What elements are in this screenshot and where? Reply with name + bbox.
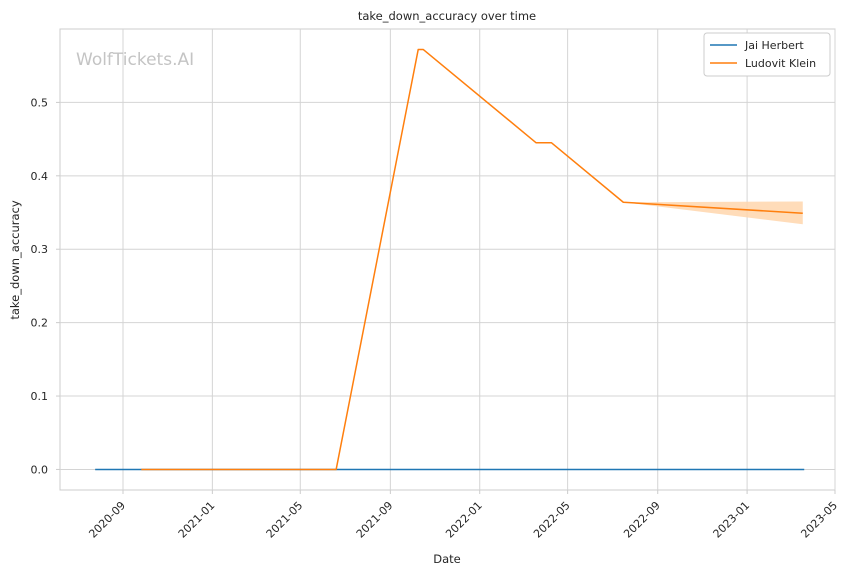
y-axis-ticks: 0.0 0.1 0.2 0.3 0.4 0.5 (31, 96, 60, 476)
chart-title: take_down_accuracy over time (358, 9, 536, 23)
legend-label-jai-herbert: Jai Herbert (744, 39, 804, 52)
series-line-ludovit-klein (141, 48, 803, 471)
x-tick-label: 2022-05 (531, 499, 573, 541)
x-tick-label: 2022-09 (621, 499, 663, 541)
x-tick-label: 2023-05 (798, 499, 840, 541)
x-tick-label: 2021-05 (264, 499, 306, 541)
legend-label-ludovit-klein: Ludovit Klein (745, 57, 816, 70)
y-tick-label: 0.0 (31, 463, 49, 476)
legend: Jai Herbert Ludovit Klein (703, 32, 831, 77)
x-tick-label: 2020-09 (86, 499, 128, 541)
series-line-layer (95, 48, 805, 471)
x-tick-label: 2021-01 (176, 499, 218, 541)
y-axis-label: take_down_accuracy (8, 200, 22, 319)
confidence-band-layer (623, 201, 803, 225)
x-axis-ticks: 2020-09 2021-01 2021-05 2021-09 2022-01 2022-… (86, 490, 840, 541)
x-tick-label: 2021-09 (354, 499, 396, 541)
y-tick-label: 0.3 (31, 243, 49, 256)
plot-area (59, 28, 836, 491)
y-tick-label: 0.2 (31, 317, 49, 330)
x-axis-label: Date (433, 552, 461, 566)
confidence-band-ludovit-klein (623, 201, 803, 225)
y-tick-label: 0.1 (31, 390, 49, 403)
y-tick-label: 0.5 (31, 96, 49, 109)
watermark: WolfTickets.AI (76, 50, 194, 70)
x-tick-label: 2023-01 (711, 499, 753, 541)
legend-box (703, 32, 831, 77)
y-tick-label: 0.4 (31, 170, 49, 183)
x-tick-label: 2022-01 (443, 499, 485, 541)
